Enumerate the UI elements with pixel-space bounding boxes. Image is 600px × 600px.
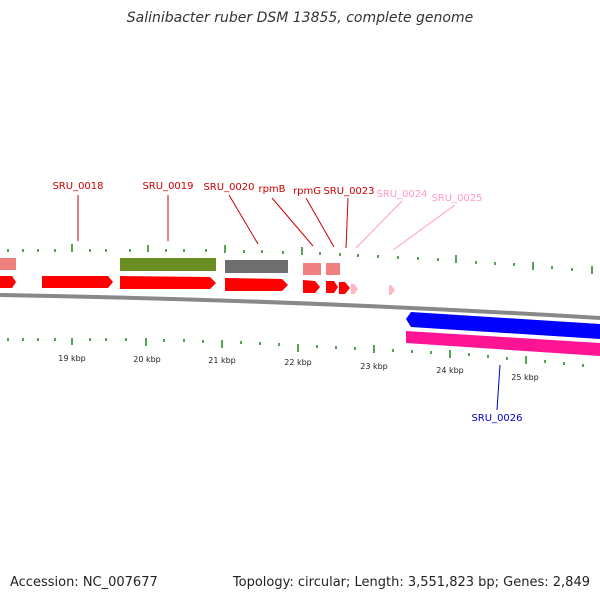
label-leader-lines xyxy=(77,194,501,411)
scale-label-21kbp: 21 kbp xyxy=(208,356,236,365)
cds-arrow-rpmg xyxy=(326,281,338,293)
gene-label-sru0024[interactable]: SRU_0024 xyxy=(376,189,427,200)
feature-sru0026-magenta xyxy=(406,331,600,356)
genome-title: Salinibacter ruber DSM 13855, complete g… xyxy=(126,10,474,26)
gene-label-sru0020[interactable]: SRU_0020 xyxy=(203,182,254,193)
feature-sru0023-light xyxy=(326,263,340,275)
cds-arrow-sru0018 xyxy=(42,276,113,288)
scale-label-20kbp: 20 kbp xyxy=(133,355,161,364)
gene-label-sru0025[interactable]: SRU_0025 xyxy=(431,193,482,204)
gene-label-rpmg[interactable]: rpmG xyxy=(293,186,321,197)
cds-arrow-rpmb xyxy=(303,280,320,293)
lower-tick-row xyxy=(7,338,584,367)
gene-label-sru0019[interactable]: SRU_0019 xyxy=(142,181,193,192)
accession-label: Accession: NC_007677 xyxy=(10,575,158,590)
gene-label-sru0018[interactable]: SRU_0018 xyxy=(52,181,103,192)
cds-arrow-sru0024 xyxy=(351,284,358,294)
cds-arrow-sru0026-blue xyxy=(406,312,600,339)
upper-feature-track xyxy=(0,258,340,275)
scale-label-19kbp: 19 kbp xyxy=(58,354,86,363)
cds-arrow-sru0019 xyxy=(120,276,216,289)
genome-backbone xyxy=(0,293,600,320)
feature-light-left xyxy=(0,258,16,270)
scale-label-22kbp: 22 kbp xyxy=(284,358,312,367)
scale-label-24kbp: 24 kbp xyxy=(436,366,464,375)
upper-tick-row xyxy=(7,244,593,274)
scale-label-23kbp: 23 kbp xyxy=(360,362,388,371)
cds-arrow-sru0020 xyxy=(225,278,288,291)
feature-rpmb-light xyxy=(303,263,321,275)
scale-label-25kbp: 25 kbp xyxy=(511,373,539,382)
topology-summary: Topology: circular; Length: 3,551,823 bp… xyxy=(232,575,590,590)
cds-arrow-sru0023 xyxy=(339,282,350,294)
gene-label-sru0026[interactable]: SRU_0026 xyxy=(471,413,522,424)
cds-arrow-left xyxy=(0,276,16,288)
cds-arrow-sru0025 xyxy=(389,285,395,295)
forward-cds-track xyxy=(0,276,395,295)
feature-sru0019-olive xyxy=(120,258,216,271)
gene-label-sru0023[interactable]: SRU_0023 xyxy=(323,186,374,197)
gene-label-rpmb[interactable]: rpmB xyxy=(258,184,285,195)
reverse-cds-track xyxy=(406,312,600,356)
feature-sru0020-gray xyxy=(225,260,288,273)
